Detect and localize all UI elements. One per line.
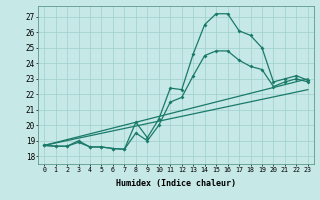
X-axis label: Humidex (Indice chaleur): Humidex (Indice chaleur) (116, 179, 236, 188)
